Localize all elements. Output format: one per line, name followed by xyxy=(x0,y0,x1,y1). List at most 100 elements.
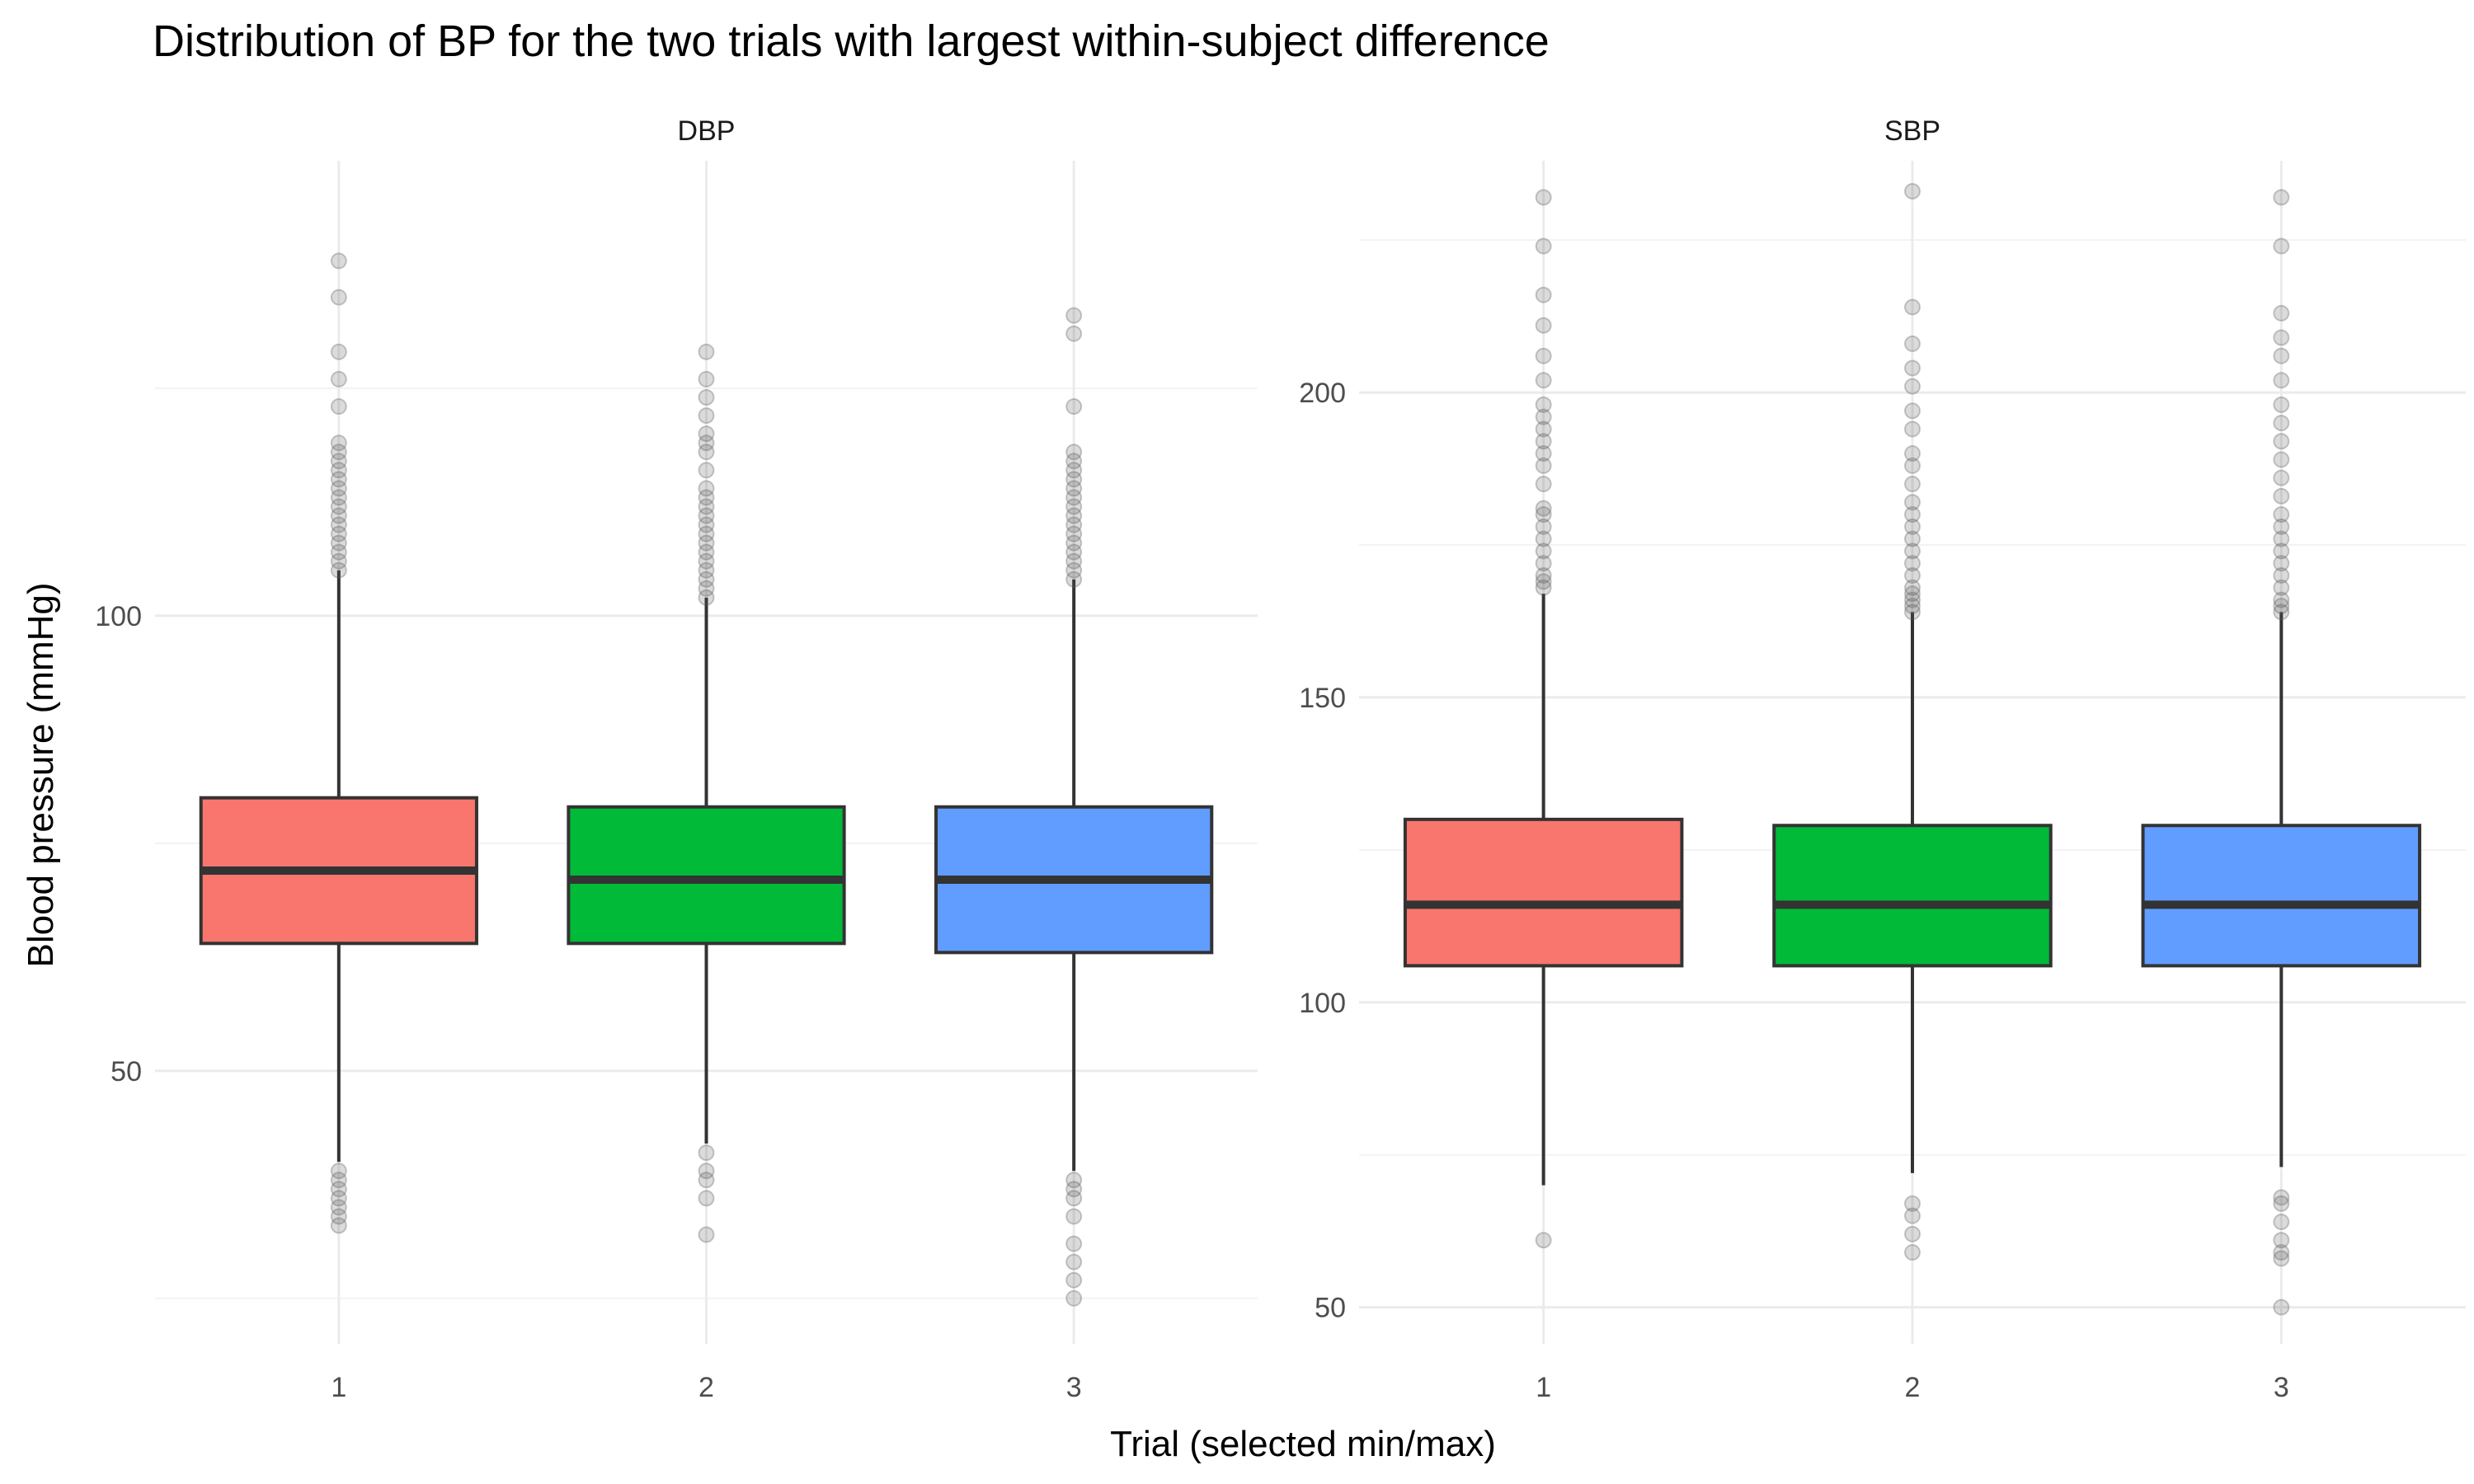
outlier-point xyxy=(330,543,347,561)
outlier-point xyxy=(2273,603,2290,621)
outlier-point xyxy=(330,1208,347,1225)
outlier-point xyxy=(2273,1189,2290,1206)
outlier-point xyxy=(1535,396,1552,413)
outlier-point xyxy=(1904,1195,1921,1212)
outlier-point xyxy=(1904,182,1921,200)
y-tick-label: 100 xyxy=(95,601,142,632)
outlier-point xyxy=(1904,566,1921,584)
outlier-point xyxy=(698,343,715,360)
outlier-point xyxy=(2273,506,2290,524)
outlier-point xyxy=(2273,591,2290,608)
outlier-point xyxy=(698,425,715,443)
outlier-point xyxy=(1535,457,1552,474)
outlier-point xyxy=(330,444,347,461)
outlier-point xyxy=(698,543,715,561)
y-tick-label: 50 xyxy=(1315,1293,1346,1324)
outlier-point xyxy=(330,480,347,497)
outlier-point xyxy=(1065,307,1083,324)
x-tick-label: 2 xyxy=(698,1372,714,1403)
outlier-point xyxy=(330,370,347,387)
outlier-point xyxy=(2273,347,2290,364)
outlier-point xyxy=(330,498,347,515)
outlier-point xyxy=(330,434,347,452)
box-iqr xyxy=(2141,824,2422,968)
outlier-point xyxy=(330,343,347,360)
box-trial-3 xyxy=(2141,189,2422,1316)
outlier-point xyxy=(698,1172,715,1189)
outlier-point xyxy=(1065,480,1083,497)
outlier-point xyxy=(2273,542,2290,560)
outlier-point xyxy=(1535,433,1552,450)
box-iqr xyxy=(1403,817,1684,968)
outlier-point xyxy=(2273,415,2290,432)
outlier-point xyxy=(1535,518,1552,535)
outlier-point xyxy=(1065,1172,1083,1189)
outlier-point xyxy=(1535,542,1552,560)
outlier-point xyxy=(1904,378,1921,395)
outlier-point xyxy=(1904,518,1921,535)
outlier-point xyxy=(330,1172,347,1189)
outlier-point xyxy=(1535,347,1552,364)
x-tick-label: 1 xyxy=(1536,1372,1551,1403)
outlier-point xyxy=(330,525,347,542)
outlier-point xyxy=(330,489,347,506)
outlier-point xyxy=(698,516,715,533)
x-tick-label: 1 xyxy=(331,1372,346,1403)
outlier-point xyxy=(1065,516,1083,533)
outlier-point xyxy=(698,444,715,461)
outlier-point xyxy=(1904,420,1921,438)
outlier-point xyxy=(1904,402,1921,420)
outlier-point xyxy=(2273,597,2290,614)
outlier-point xyxy=(1065,1190,1083,1207)
outlier-point xyxy=(1065,489,1083,506)
outlier-point xyxy=(330,1190,347,1207)
y-tick-label: 150 xyxy=(1299,683,1346,714)
outlier-point xyxy=(330,462,347,479)
y-axis-title: Blood pressure (mmHg) xyxy=(21,582,61,967)
panel-dbp: 50 100 1 2 3 DBP xyxy=(95,115,1258,1403)
outlier-point xyxy=(698,1226,715,1243)
outlier-point xyxy=(1904,591,1921,608)
outlier-point xyxy=(2273,555,2290,572)
outlier-point xyxy=(1904,506,1921,524)
outlier-point xyxy=(1065,561,1083,579)
x-tick-label: 3 xyxy=(2274,1372,2289,1403)
outlier-point xyxy=(1535,573,1552,590)
outlier-point xyxy=(330,289,347,306)
outlier-point xyxy=(1065,1181,1083,1198)
outlier-point xyxy=(2273,433,2290,450)
outlier-point xyxy=(1535,420,1552,438)
outlier-point xyxy=(1535,555,1552,572)
outlier-point xyxy=(1065,325,1083,342)
outlier-point xyxy=(330,1217,347,1234)
outlier-point xyxy=(698,480,715,497)
outlier-point xyxy=(2273,1298,2290,1316)
outlier-point xyxy=(1065,507,1083,524)
outlier-point xyxy=(2273,372,2290,389)
outlier-point xyxy=(698,389,715,406)
outlier-point xyxy=(1065,543,1083,561)
outlier-point xyxy=(330,561,347,579)
outlier-point xyxy=(698,552,715,570)
facet-strip-label: SBP xyxy=(1884,115,1940,147)
outlier-point xyxy=(1904,494,1921,511)
y-tick-label: 50 xyxy=(111,1056,142,1087)
chart-title: Distribution of BP for the two trials wi… xyxy=(153,16,1550,66)
outlier-point xyxy=(1065,462,1083,479)
outlier-point xyxy=(698,580,715,597)
outlier-point xyxy=(1065,471,1083,488)
outlier-point xyxy=(1904,585,1921,603)
box-trial-2 xyxy=(567,343,846,1243)
outlier-point xyxy=(1904,597,1921,614)
outlier-point xyxy=(1065,571,1083,588)
outlier-point xyxy=(2273,469,2290,486)
outlier-point xyxy=(1535,445,1552,463)
box-iqr xyxy=(567,805,846,946)
outlier-point xyxy=(2273,304,2290,322)
outlier-point xyxy=(2273,189,2290,206)
outlier-point xyxy=(2273,237,2290,255)
outlier-point xyxy=(1535,566,1552,584)
outlier-point xyxy=(330,398,347,416)
outlier-point xyxy=(2273,487,2290,505)
outlier-point xyxy=(1535,372,1552,389)
